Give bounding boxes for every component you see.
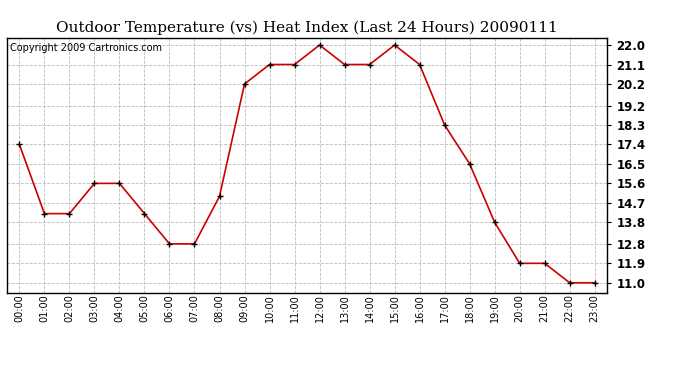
Title: Outdoor Temperature (vs) Heat Index (Last 24 Hours) 20090111: Outdoor Temperature (vs) Heat Index (Las…: [56, 21, 558, 35]
Text: Copyright 2009 Cartronics.com: Copyright 2009 Cartronics.com: [10, 43, 162, 52]
